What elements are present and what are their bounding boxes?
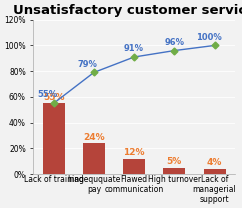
Text: 12%: 12%: [123, 148, 145, 157]
Title: Unsatisfactory customer service: Unsatisfactory customer service: [13, 4, 242, 17]
Bar: [163, 168, 185, 174]
Bar: [123, 159, 145, 174]
Text: 4%: 4%: [207, 158, 222, 167]
Text: 55%: 55%: [38, 90, 58, 99]
Text: 5%: 5%: [167, 157, 182, 166]
Bar: [204, 169, 226, 174]
Text: 55%: 55%: [43, 93, 64, 102]
Text: 100%: 100%: [196, 33, 221, 42]
Text: 96%: 96%: [164, 38, 184, 47]
Bar: [43, 103, 65, 174]
Text: 91%: 91%: [124, 44, 144, 53]
Bar: [83, 143, 105, 174]
Text: 24%: 24%: [83, 133, 105, 142]
Text: 79%: 79%: [78, 59, 98, 69]
